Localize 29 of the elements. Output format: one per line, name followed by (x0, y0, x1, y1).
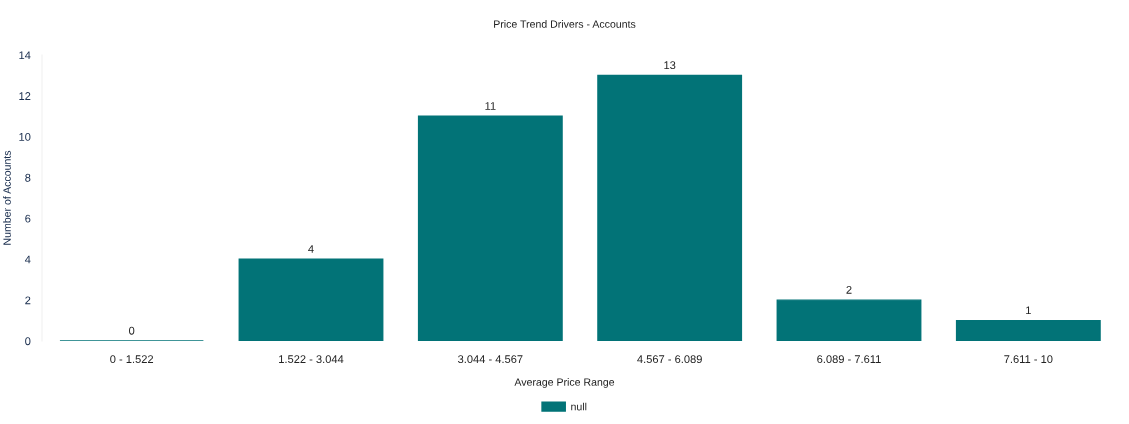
legend-label: null (571, 402, 587, 411)
data-label: 0 (129, 326, 135, 335)
x-tick-label: 6.089 - 7.611 (817, 355, 881, 364)
y-tick-label: 4 (24, 255, 31, 264)
data-label: 13 (664, 61, 676, 70)
y-tick-label: 12 (19, 92, 31, 100)
y-tick-label: 6 (25, 214, 31, 223)
x-tick-label: 1.522 - 3.044 (279, 355, 344, 364)
y-tick-label: 8 (25, 173, 31, 182)
bar (238, 258, 384, 341)
chart-title: Price Trend Drivers - Accounts (494, 20, 636, 28)
bar (417, 115, 563, 341)
y-axis-title: Number of Accounts (3, 150, 11, 245)
bar (597, 74, 743, 341)
y-tick-label: 10 (19, 132, 31, 141)
y-tick-label: 2 (25, 296, 31, 305)
bar (776, 299, 922, 341)
data-label: 1 (1026, 306, 1031, 315)
x-tick-label: 3.044 - 4.567 (458, 355, 523, 364)
y-tick-label: 14 (19, 51, 31, 60)
data-label: 11 (485, 102, 496, 110)
x-axis-title: Average Price Range (514, 378, 615, 388)
y-tick-label: 0 (25, 337, 31, 346)
data-label: 4 (308, 245, 314, 253)
bar (955, 319, 1101, 341)
x-tick-label: 7.611 - 10 (1004, 355, 1053, 364)
x-tick-label: 4.567 - 6.089 (637, 355, 702, 364)
data-label: 2 (846, 285, 852, 294)
x-tick-label: 0 - 1.522 (110, 355, 154, 364)
